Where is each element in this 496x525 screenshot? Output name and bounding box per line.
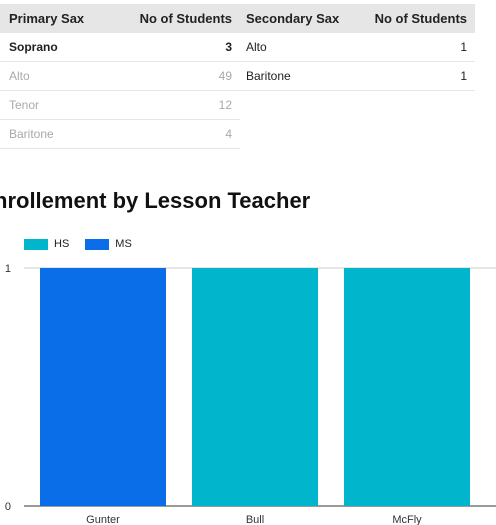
chart-title: nrollement by Lesson Teacher xyxy=(0,188,311,213)
x-tick-label: Gunter xyxy=(86,514,120,525)
bar-gunter-ms[interactable] xyxy=(40,268,166,506)
table-row[interactable]: Alto 49 xyxy=(0,61,240,91)
chart-legend: HS MS xyxy=(24,238,148,250)
table-row[interactable]: Tenor 12 xyxy=(0,90,240,120)
row-label: Tenor xyxy=(0,90,112,120)
legend-label-ms: MS xyxy=(115,238,132,250)
row-count: 49 xyxy=(112,61,240,91)
bar-mcfly-hs[interactable] xyxy=(344,268,470,506)
bar-bull-hs[interactable] xyxy=(192,268,318,506)
table-header-row: Secondary Sax No of Students xyxy=(237,4,475,33)
x-tick-label: Bull xyxy=(246,514,264,525)
legend-swatch-hs xyxy=(24,238,48,250)
legend-item-ms[interactable]: MS xyxy=(85,238,132,250)
legend-label-hs: HS xyxy=(54,238,70,250)
table-header-row: Primary Sax No of Students xyxy=(0,4,240,33)
column-header-primary-sax[interactable]: Primary Sax xyxy=(0,4,112,33)
table-row[interactable]: Baritone 1 xyxy=(237,61,475,91)
row-count: 1 xyxy=(355,61,475,91)
y-tick-label: 0 xyxy=(5,501,11,513)
table-row[interactable]: Alto 1 xyxy=(237,33,475,62)
column-header-secondary-sax[interactable]: Secondary Sax xyxy=(237,4,355,33)
x-tick-label: McFly xyxy=(392,514,422,525)
row-count: 4 xyxy=(112,119,240,149)
column-header-no-of-students[interactable]: No of Students xyxy=(112,4,240,33)
row-label: Baritone xyxy=(237,61,355,91)
row-count: 3 xyxy=(112,33,240,62)
row-label: Alto xyxy=(237,33,355,62)
table-row[interactable]: Soprano 3 xyxy=(0,33,240,62)
primary-sax-table: Primary Sax No of Students Soprano 3 Alt… xyxy=(0,4,240,149)
row-label: Alto xyxy=(0,61,112,91)
secondary-sax-table: Secondary Sax No of Students Alto 1 Bari… xyxy=(237,4,475,91)
row-count: 1 xyxy=(355,33,475,62)
legend-swatch-ms xyxy=(85,238,110,250)
table-row[interactable]: Baritone 4 xyxy=(0,119,240,149)
column-header-no-of-students[interactable]: No of Students xyxy=(355,4,475,33)
row-label: Soprano xyxy=(0,33,112,62)
row-count: 12 xyxy=(112,90,240,120)
y-tick-label: 1 xyxy=(5,263,11,275)
row-label: Baritone xyxy=(0,119,112,149)
legend-item-hs[interactable]: HS xyxy=(24,238,69,250)
